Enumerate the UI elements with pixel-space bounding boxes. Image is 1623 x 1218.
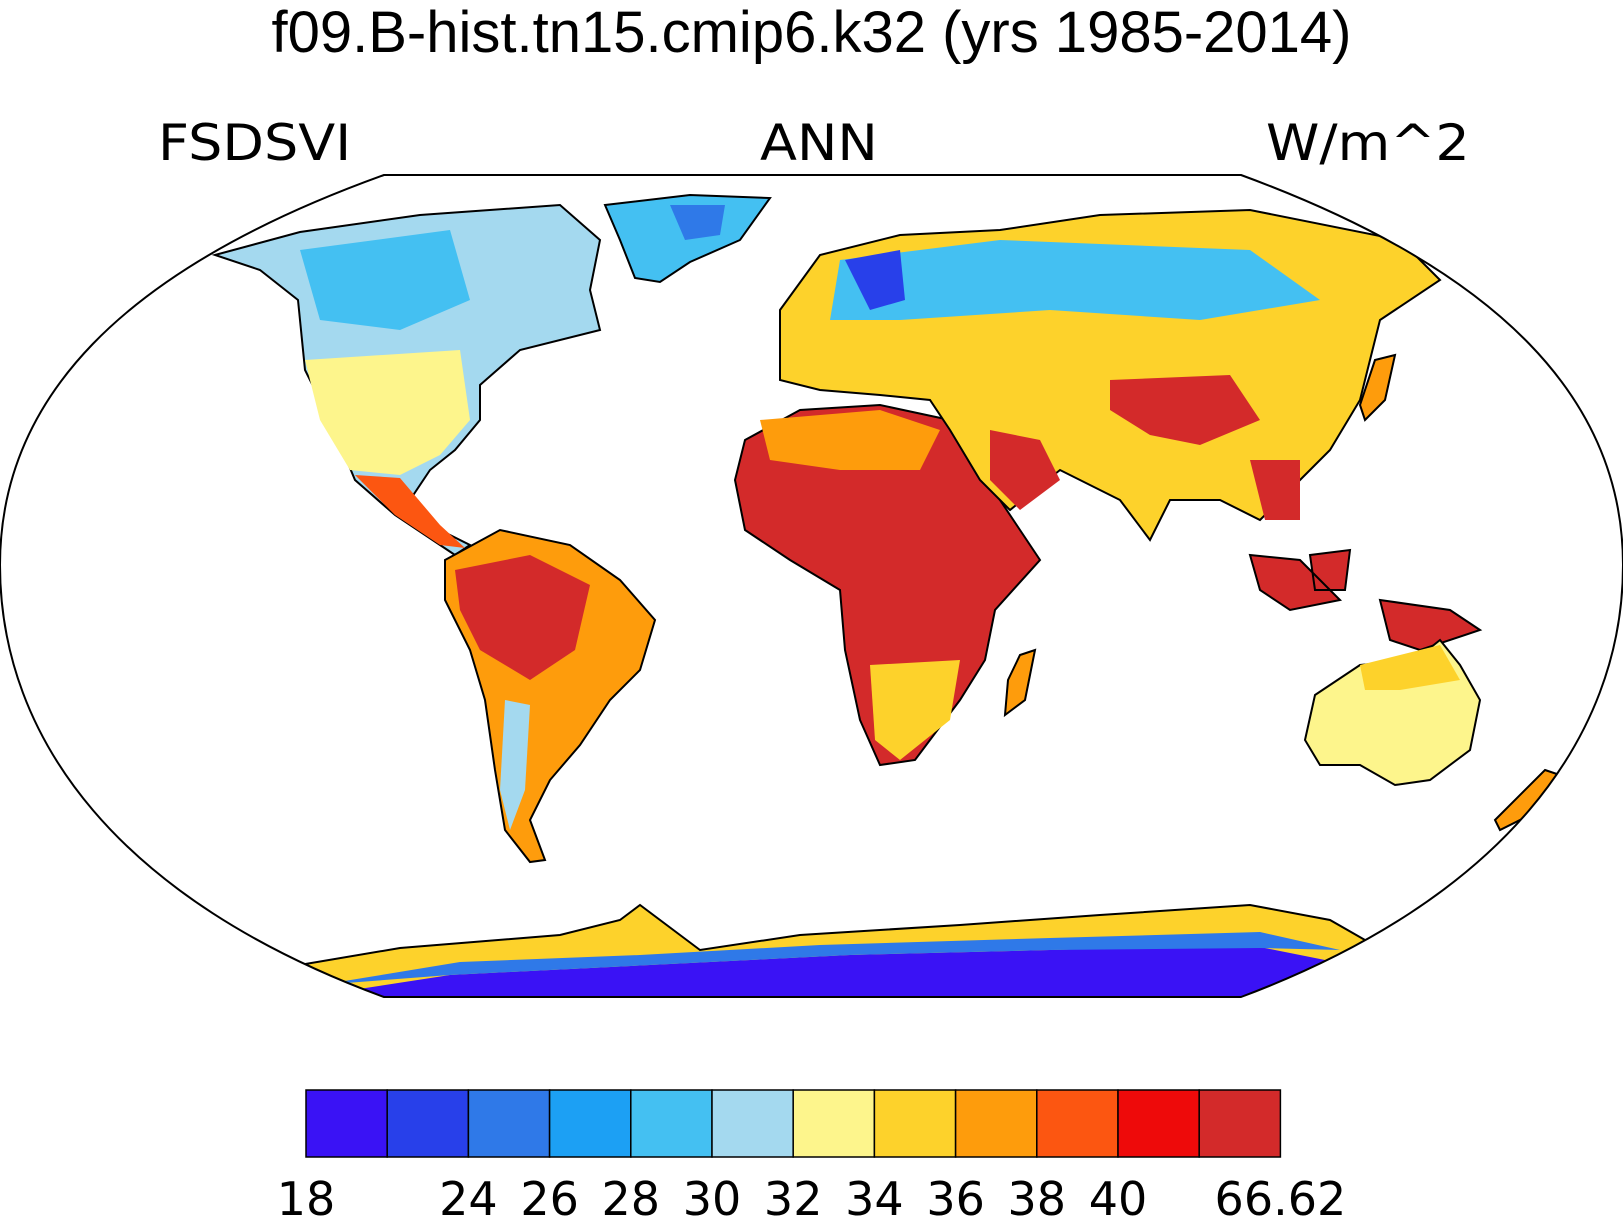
colorbar-box	[873, 1089, 957, 1158]
region-greenland-core	[670, 205, 725, 240]
colorbar-box	[1117, 1089, 1200, 1158]
colorbar-tick-label: 38	[1008, 1172, 1067, 1218]
map-field	[0, 193, 1623, 997]
colorbar-tick-label: 24	[439, 1172, 498, 1218]
colorbar-box	[1036, 1089, 1119, 1158]
colorbar-tick-label: 32	[764, 1172, 823, 1218]
units-label: W/m^2	[1266, 114, 1470, 172]
colorbar-box	[548, 1089, 632, 1158]
region-sahara	[760, 410, 940, 470]
colorbar-tick-label: 28	[602, 1172, 661, 1218]
colorbar-tick-label: 18	[277, 1172, 336, 1218]
region-tibet	[1110, 375, 1260, 445]
season-label: ANN	[760, 114, 878, 172]
colorbar-box	[792, 1089, 876, 1158]
land-japan	[1358, 353, 1397, 422]
region-antarctica-interior	[320, 945, 1380, 997]
colorbar-box	[711, 1089, 794, 1158]
colorbar-box	[305, 1089, 388, 1158]
region-amazon	[455, 555, 590, 680]
colorbar-boxes	[305, 1089, 1282, 1158]
region-mexico	[355, 475, 465, 548]
region-scandinavia	[845, 250, 905, 310]
region-usa	[305, 350, 470, 475]
colorbar-tick-label: 40	[1089, 1172, 1148, 1218]
map-title: f09.B-hist.tn15.cmip6.k32 (yrs 1985-2014…	[271, 0, 1352, 65]
region-antarctica-mid	[320, 932, 1340, 985]
region-arabia	[990, 430, 1060, 510]
region-patagonia	[500, 700, 530, 830]
region-canada-north	[300, 230, 470, 330]
region-se-asia	[1250, 460, 1300, 520]
colorbar-tick-label: 30	[683, 1172, 742, 1218]
region-siberia	[830, 240, 1320, 320]
colorbar-box	[386, 1089, 470, 1158]
variable-label: FSDSVI	[158, 114, 352, 172]
colorbar-tick-label: 34	[845, 1172, 904, 1218]
colorbar-tick-label: 26	[520, 1172, 579, 1218]
land-maritime-continent	[1248, 548, 1483, 652]
colorbar-box	[630, 1089, 713, 1158]
region-australia-north	[1360, 645, 1460, 690]
map-frame	[0, 174, 1623, 998]
colorbar-box	[954, 1089, 1038, 1158]
land-madagascar	[1003, 648, 1037, 718]
colorbar-box	[467, 1089, 551, 1158]
region-southern-africa	[870, 660, 960, 760]
colorbar-labels: 18 24 26 28 30 32 34 36 38 40 66.62	[277, 1172, 1347, 1218]
colorbar-tick-label: 66.62	[1215, 1172, 1347, 1218]
colorbar-tick-label: 36	[926, 1172, 985, 1218]
colorbar-box	[1198, 1089, 1282, 1158]
